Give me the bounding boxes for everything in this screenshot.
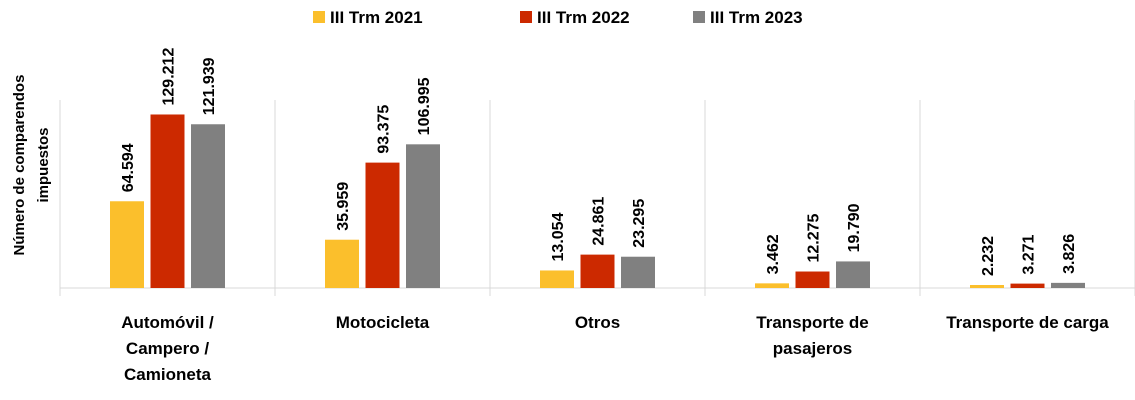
data-label: 129.212 (161, 48, 178, 106)
bar (406, 144, 440, 288)
y-label-line: impuestos (35, 127, 52, 202)
data-label: 19.790 (846, 203, 863, 252)
x-tick-label: Motocicleta (335, 313, 430, 332)
bar (970, 285, 1004, 288)
data-label: 2.232 (980, 236, 997, 276)
legend-label: III Trm 2022 (537, 8, 630, 27)
data-label: 12.275 (806, 213, 823, 262)
bar (110, 201, 144, 288)
x-tick-label: Transporte de carga (946, 313, 1109, 332)
y-axis-label: Número de comparendos impuestos (11, 75, 52, 256)
legend-swatch (693, 11, 705, 23)
bar (365, 162, 400, 288)
legend-swatch (520, 11, 532, 23)
bar (1051, 282, 1085, 288)
legend-swatch (313, 11, 325, 23)
bar (150, 114, 185, 288)
bar (325, 239, 359, 288)
bar (621, 256, 655, 288)
bar (795, 271, 830, 288)
y-label-line: Número de comparendos (11, 75, 28, 256)
data-label: 3.826 (1061, 234, 1078, 274)
data-label: 23.295 (631, 199, 648, 248)
legend-label: III Trm 2021 (330, 8, 423, 27)
data-label: 3.271 (1021, 234, 1038, 274)
data-label: 35.959 (335, 182, 352, 231)
x-tick-label: Otros (574, 313, 621, 332)
bar (191, 124, 225, 288)
data-label: 3.462 (765, 234, 782, 274)
data-label: 64.594 (120, 143, 137, 192)
data-label: 121.939 (201, 57, 218, 115)
bar (836, 261, 870, 288)
data-label: 13.054 (550, 212, 567, 261)
x-tick-label: Transporte de pasajeros (756, 313, 869, 358)
bar (580, 254, 615, 288)
bar (1010, 283, 1045, 288)
data-label: 24.861 (591, 197, 608, 246)
x-tick-label: Automóvil / Campero / Camioneta (121, 313, 214, 384)
data-label: 93.375 (376, 105, 393, 154)
legend-label: III Trm 2023 (710, 8, 803, 27)
bar (540, 270, 574, 288)
bar (755, 283, 789, 288)
data-label: 106.995 (416, 77, 433, 135)
